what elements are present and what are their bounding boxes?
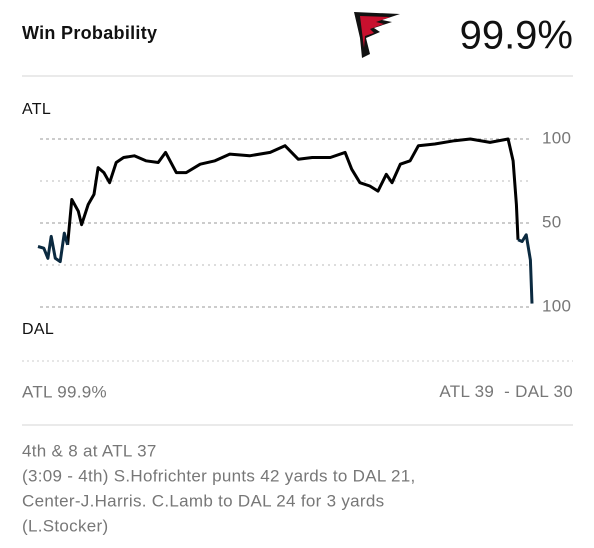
y-tick-label: 100	[542, 128, 571, 147]
team-probability: ATL 99.9%	[22, 382, 107, 401]
top-team-label: ATL	[22, 101, 51, 118]
title: Win Probability	[22, 23, 157, 43]
play-text: Center-J.Harris. C.Lamb to DAL 24 for 3 …	[22, 491, 384, 510]
y-tick-label: 100	[542, 296, 571, 315]
score-away: - DAL 30	[504, 382, 573, 401]
win-probability-line	[37, 231, 534, 304]
score-home: ATL 39	[439, 382, 494, 401]
score: ATL 39 - DAL 30	[439, 382, 573, 401]
bottom-team-label: DAL	[22, 321, 54, 338]
win-probability: 99.9%	[460, 14, 573, 58]
win-probability-line	[66, 137, 520, 245]
team-logo	[354, 12, 400, 58]
play-text: (L.Stocker)	[22, 516, 108, 535]
play-text: (3:09 - 4th) S.Hofrichter punts 42 yards…	[22, 466, 416, 485]
y-tick-label: 50	[542, 212, 562, 231]
play-situation: 4th & 8 at ATL 37	[22, 441, 157, 460]
